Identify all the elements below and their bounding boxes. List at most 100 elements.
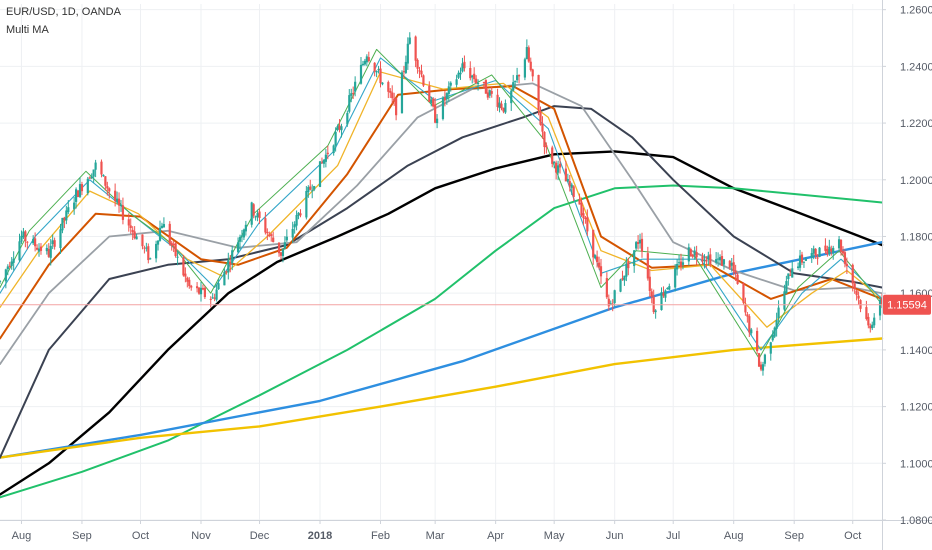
x-tick-label: Mar bbox=[426, 530, 445, 542]
candle-down bbox=[309, 186, 312, 190]
candle-up bbox=[254, 216, 257, 218]
candle-down bbox=[201, 288, 205, 290]
candle-up bbox=[242, 229, 246, 238]
candle-up bbox=[119, 205, 123, 207]
candle-up bbox=[449, 82, 452, 86]
candle-up bbox=[90, 176, 93, 179]
candle-up bbox=[65, 210, 68, 221]
candle-up bbox=[566, 178, 569, 182]
candle-up bbox=[18, 241, 21, 261]
candle-down bbox=[264, 218, 267, 233]
candle-up bbox=[135, 236, 138, 240]
ma-line-5 bbox=[0, 105, 883, 459]
candle-up bbox=[160, 225, 164, 229]
candle-up bbox=[92, 169, 95, 177]
candle-up bbox=[594, 255, 597, 259]
candle-up bbox=[525, 47, 528, 60]
candle-up bbox=[777, 307, 780, 319]
candle-down bbox=[197, 287, 201, 294]
candle-up bbox=[215, 289, 218, 300]
candle-up bbox=[837, 239, 841, 249]
candle-up bbox=[498, 102, 501, 109]
candle-up bbox=[773, 327, 776, 337]
x-tick-label: May bbox=[544, 530, 565, 542]
x-tick-label: Aug bbox=[12, 530, 32, 542]
candle-up bbox=[336, 126, 339, 130]
candle-up bbox=[430, 99, 433, 104]
candle-down bbox=[428, 86, 431, 103]
x-tick-label: Feb bbox=[371, 530, 390, 542]
candle-up bbox=[775, 320, 778, 329]
candle-up bbox=[516, 75, 519, 81]
candle-down bbox=[47, 248, 50, 257]
candle-down bbox=[414, 36, 417, 61]
candle-down bbox=[34, 238, 37, 247]
candle-up bbox=[0, 281, 2, 283]
candle-down bbox=[500, 103, 503, 109]
candle-down bbox=[106, 186, 109, 189]
candle-up bbox=[227, 260, 230, 273]
candle-down bbox=[213, 297, 216, 299]
candle-up bbox=[281, 248, 285, 257]
candle-down bbox=[592, 229, 595, 258]
current-price-tag bbox=[883, 294, 931, 315]
x-tick-label: Jun bbox=[606, 530, 624, 542]
candle-down bbox=[689, 249, 692, 257]
candle-up bbox=[664, 290, 667, 298]
candle-down bbox=[393, 98, 396, 101]
candle-up bbox=[285, 236, 288, 241]
candle-up bbox=[283, 242, 286, 249]
candle-down bbox=[839, 239, 843, 252]
current-price-label: 1.15594 bbox=[887, 300, 927, 312]
candle-up bbox=[75, 189, 78, 202]
candle-down bbox=[373, 62, 376, 72]
candle-up bbox=[504, 103, 507, 113]
candle-down bbox=[320, 162, 324, 164]
candle-down bbox=[736, 274, 739, 284]
candle-down bbox=[469, 67, 472, 79]
candle-up bbox=[37, 248, 41, 252]
candle-up bbox=[291, 228, 294, 238]
candle-up bbox=[332, 145, 335, 154]
candle-up bbox=[461, 63, 464, 72]
candle-up bbox=[619, 279, 622, 292]
candle-down bbox=[76, 190, 80, 198]
candle-down bbox=[757, 353, 761, 367]
candle-up bbox=[250, 202, 253, 225]
candle-down bbox=[605, 278, 608, 298]
candle-down bbox=[527, 47, 530, 62]
candle-down bbox=[270, 234, 273, 236]
candle-up bbox=[523, 59, 527, 78]
candle-up bbox=[311, 190, 314, 192]
candle-down bbox=[597, 262, 601, 268]
candle-down bbox=[277, 242, 281, 254]
candle-up bbox=[322, 159, 326, 164]
candle-down bbox=[869, 325, 872, 329]
candles bbox=[0, 32, 884, 376]
ma-line-8 bbox=[0, 71, 883, 328]
candle-down bbox=[268, 234, 271, 236]
candle-up bbox=[32, 238, 35, 244]
y-tick-label: 1.24000 bbox=[900, 61, 932, 73]
candle-down bbox=[572, 186, 575, 198]
candle-up bbox=[730, 262, 733, 266]
candle-up bbox=[750, 329, 753, 334]
candle-up bbox=[400, 72, 404, 114]
candle-down bbox=[432, 98, 435, 107]
candle-up bbox=[61, 217, 64, 231]
candle-up bbox=[240, 235, 244, 237]
candle-down bbox=[578, 199, 581, 205]
candle-up bbox=[676, 263, 679, 270]
candle-up bbox=[211, 297, 214, 299]
candle-up bbox=[769, 342, 772, 354]
x-tick-label: Oct bbox=[132, 530, 149, 542]
candle-up bbox=[633, 250, 636, 267]
candle-up bbox=[59, 229, 62, 249]
candle-down bbox=[279, 252, 283, 256]
candle-up bbox=[832, 247, 835, 253]
candle-up bbox=[783, 291, 786, 310]
candle-up bbox=[408, 37, 411, 44]
